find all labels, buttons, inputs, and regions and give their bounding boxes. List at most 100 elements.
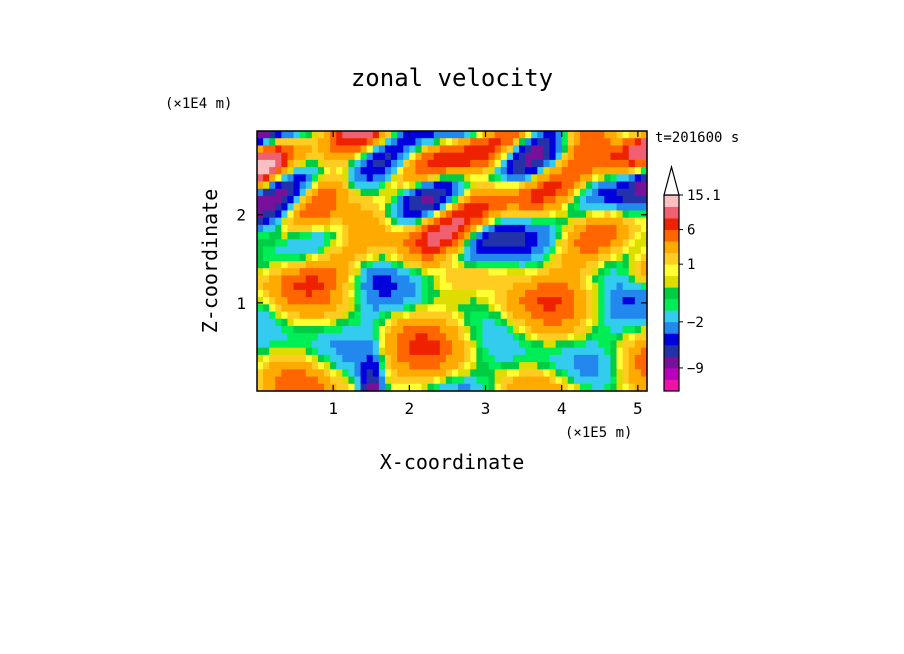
- field-cell: [586, 131, 593, 139]
- field-cell: [403, 181, 410, 190]
- field-cell: [506, 297, 514, 305]
- field-cell: [470, 203, 477, 212]
- field-cell: [512, 362, 520, 370]
- field-cell: [354, 304, 362, 313]
- field-cell: [433, 326, 441, 334]
- field-cell: [640, 203, 648, 212]
- field-cell: [494, 297, 502, 305]
- field-cell: [287, 354, 295, 363]
- field-cell: [525, 159, 532, 168]
- field-cell: [586, 181, 593, 190]
- field-cell: [384, 282, 392, 291]
- field-cell: [531, 203, 538, 212]
- field-cell: [494, 304, 502, 313]
- field-cell: [415, 167, 423, 175]
- field-cell: [305, 196, 313, 204]
- field-cell: [366, 261, 374, 269]
- field-cell: [458, 159, 465, 168]
- field-cell: [384, 159, 392, 168]
- field-cell: [506, 188, 514, 197]
- field-cell: [275, 224, 282, 233]
- field-cell: [506, 239, 514, 248]
- field-cell: [421, 203, 429, 212]
- field-cell: [397, 297, 404, 305]
- field-cell: [360, 333, 368, 342]
- field-cell: [567, 159, 575, 168]
- field-cell: [409, 275, 417, 284]
- field-cell: [537, 210, 544, 219]
- field-cell: [378, 203, 386, 212]
- field-cell: [476, 268, 484, 277]
- field-cell: [324, 167, 331, 175]
- field-cell: [409, 354, 417, 363]
- field-cell: [531, 145, 538, 154]
- field-cell: [427, 181, 435, 190]
- field-cell: [427, 304, 435, 313]
- field-cell: [640, 224, 648, 233]
- field-cell: [336, 167, 343, 175]
- field-cell: [257, 304, 264, 313]
- field-cell: [464, 217, 471, 226]
- field-cell: [360, 152, 368, 161]
- field-cell: [293, 188, 301, 197]
- field-cell: [500, 167, 508, 175]
- field-cell: [598, 261, 605, 269]
- field-cell: [634, 362, 642, 370]
- field-cell: [378, 304, 386, 313]
- x-tick-label: 1: [328, 399, 338, 418]
- field-cell: [494, 232, 502, 240]
- field-cell: [257, 131, 264, 139]
- field-cell: [543, 181, 551, 190]
- field-cell: [616, 145, 624, 154]
- field-cell: [604, 181, 612, 190]
- field-cell: [476, 188, 484, 197]
- field-cell: [628, 362, 636, 370]
- field-cell: [622, 383, 630, 392]
- field-cell: [537, 253, 544, 262]
- field-cell: [464, 188, 471, 197]
- field-cell: [299, 362, 307, 370]
- field-cell: [494, 239, 502, 248]
- field-cell: [409, 304, 417, 313]
- field-cell: [458, 217, 465, 226]
- field-cell: [421, 383, 429, 392]
- field-cell: [604, 275, 612, 284]
- field-cell: [263, 289, 270, 298]
- field-cell: [610, 311, 618, 320]
- field-cell: [360, 362, 368, 370]
- field-cell: [372, 210, 380, 219]
- field-cell: [506, 261, 514, 269]
- field-cell: [531, 196, 538, 204]
- field-cell: [324, 333, 331, 342]
- field-cell: [628, 174, 636, 183]
- field-cell: [561, 362, 569, 370]
- field-cell: [257, 362, 264, 370]
- field-cell: [598, 131, 605, 139]
- field-cell: [537, 167, 544, 175]
- field-cell: [445, 347, 453, 356]
- field-cell: [348, 159, 356, 168]
- field-cell: [336, 152, 343, 161]
- field-cell: [384, 246, 392, 255]
- field-cell: [592, 268, 599, 277]
- field-cell: [391, 268, 398, 277]
- field-cell: [324, 289, 331, 298]
- field-cell: [488, 246, 496, 255]
- field-cell: [299, 181, 307, 190]
- field-cell: [305, 188, 313, 197]
- field-cell: [470, 174, 477, 183]
- field-cell: [348, 369, 356, 378]
- field-cell: [287, 268, 295, 277]
- field-cell: [537, 297, 544, 305]
- field-cell: [628, 376, 636, 385]
- field-cell: [281, 196, 289, 204]
- field-cell: [622, 174, 630, 183]
- field-cell: [555, 224, 563, 233]
- field-cell: [525, 318, 532, 327]
- field-cell: [537, 268, 544, 277]
- field-cell: [293, 196, 301, 204]
- field-cell: [519, 159, 526, 168]
- field-cell: [366, 362, 374, 370]
- field-cell: [561, 354, 569, 363]
- field-cell: [342, 289, 349, 298]
